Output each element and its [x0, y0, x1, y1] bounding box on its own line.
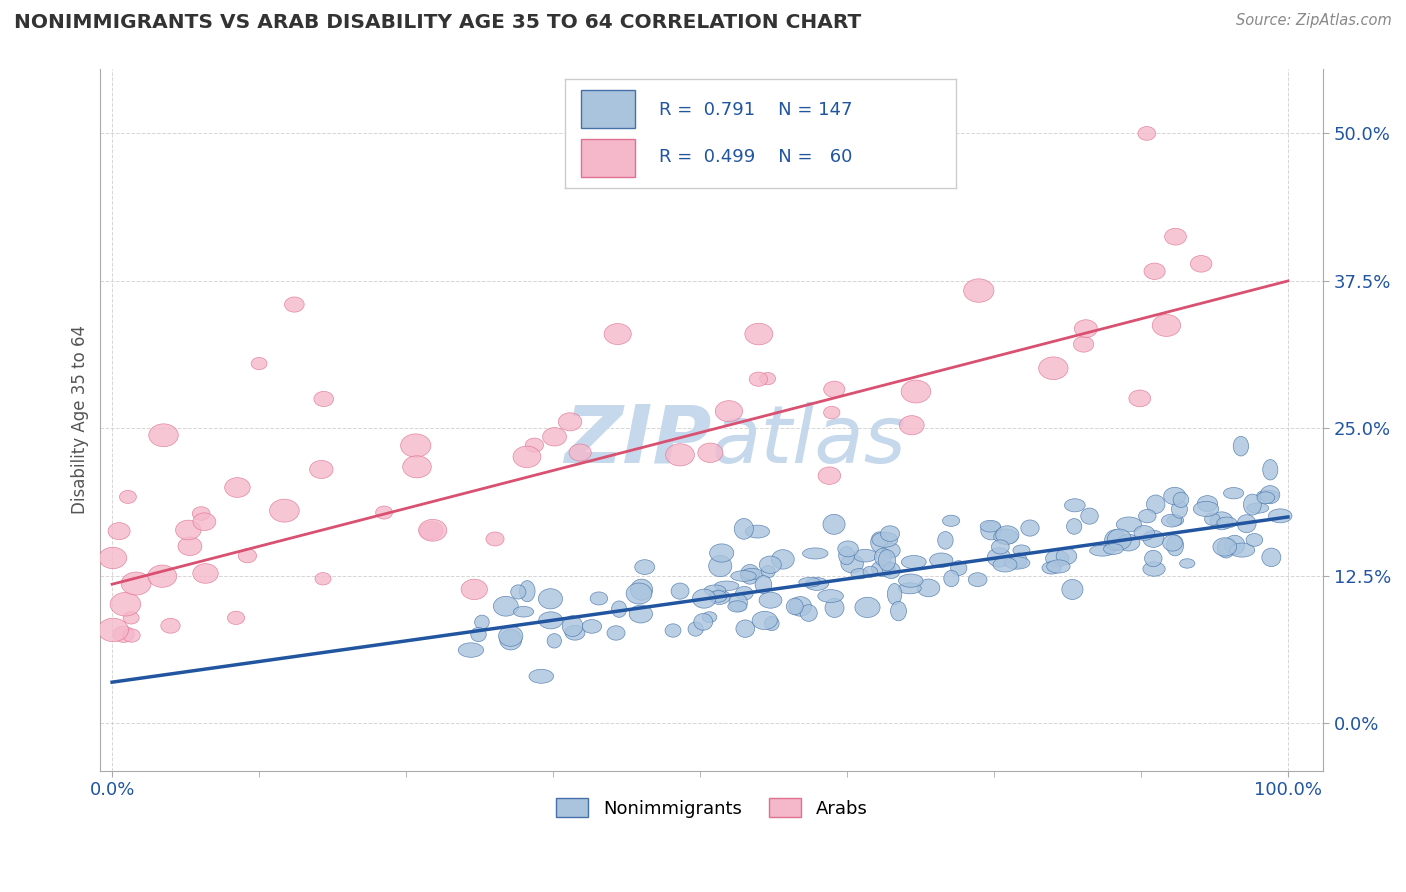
Text: atlas: atlas [711, 401, 907, 480]
Y-axis label: Disability Age 35 to 64: Disability Age 35 to 64 [72, 325, 89, 514]
Legend: Nonimmigrants, Arabs: Nonimmigrants, Arabs [548, 791, 875, 825]
Text: NONIMMIGRANTS VS ARAB DISABILITY AGE 35 TO 64 CORRELATION CHART: NONIMMIGRANTS VS ARAB DISABILITY AGE 35 … [14, 13, 862, 32]
Text: ZIP: ZIP [564, 401, 711, 480]
Text: Source: ZipAtlas.com: Source: ZipAtlas.com [1236, 13, 1392, 29]
